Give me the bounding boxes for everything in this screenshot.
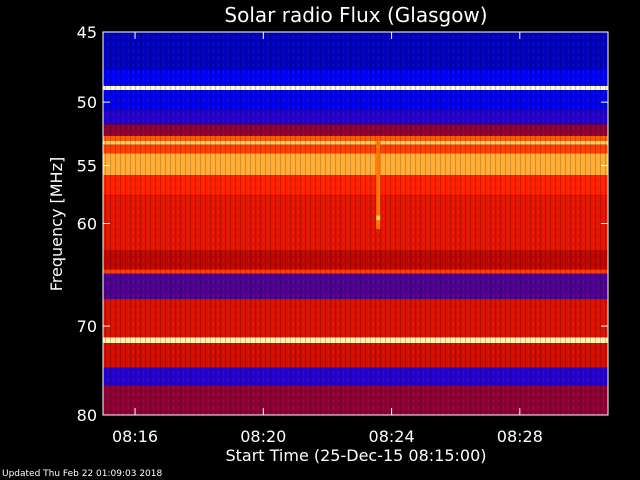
- x-tick-label-08:16: 08:16: [112, 427, 158, 446]
- y-tick-label-60: 60: [77, 215, 97, 234]
- y-axis-label: Frequency [MHz]: [47, 157, 66, 291]
- y-tick-label-45: 45: [77, 23, 97, 42]
- y-tick-label-70: 70: [77, 317, 97, 336]
- plot-texture: [103, 32, 608, 415]
- x-axis-ticks: 08:16 08:20 08:24 08:28: [112, 32, 543, 446]
- y-tick-label-50: 50: [77, 93, 97, 112]
- updated-timestamp: Updated Thu Feb 22 01:09:03 2018: [2, 469, 163, 479]
- y-tick-label-80: 80: [77, 406, 97, 425]
- x-tick-label-08:28: 08:28: [497, 427, 543, 446]
- x-axis-label: Start Time (25-Dec-15 08:15:00): [225, 446, 486, 465]
- chart-title: Solar radio Flux (Glasgow): [224, 3, 487, 27]
- x-tick-label-08:20: 08:20: [240, 427, 286, 446]
- y-tick-label-55: 55: [77, 157, 97, 176]
- x-tick-label-08:24: 08:24: [369, 427, 415, 446]
- burst-0: [376, 140, 381, 230]
- bursts: [376, 140, 381, 230]
- burst-1: [376, 215, 381, 221]
- y-axis-ticks: 45 50 55 60 70 80: [77, 23, 608, 425]
